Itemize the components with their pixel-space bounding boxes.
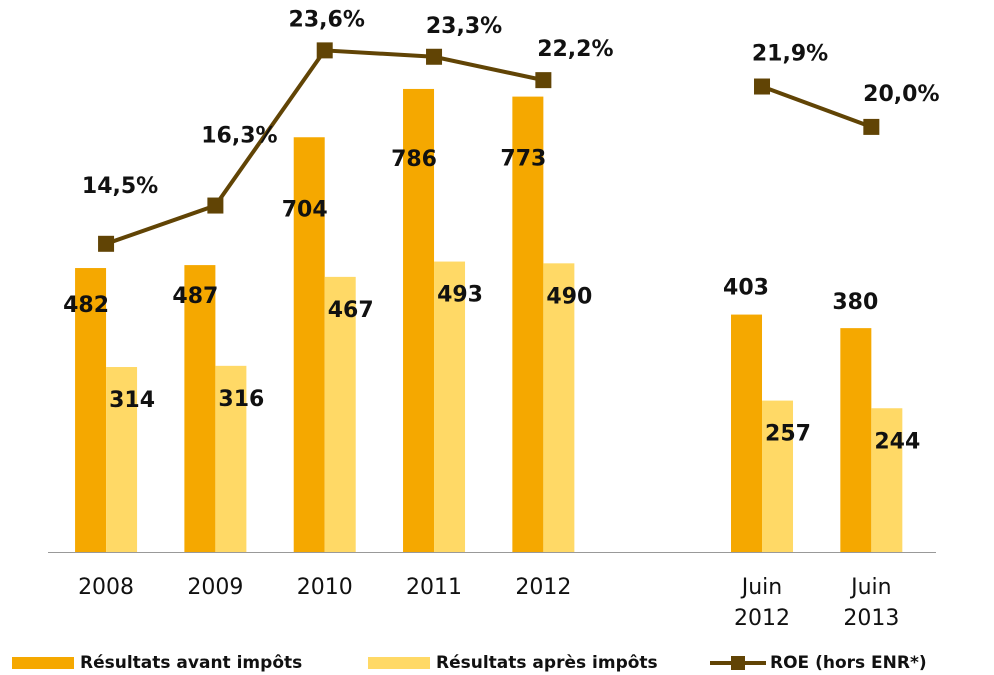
x-tick-label: 2009 [187, 575, 244, 600]
bar [184, 265, 216, 552]
legend-swatch [731, 656, 745, 670]
bar [840, 328, 872, 552]
bar [215, 365, 247, 552]
bar [293, 137, 325, 552]
data-label: 16,3% [201, 124, 277, 149]
data-label: 316 [218, 387, 264, 412]
legend-label: Résultats avant impôts [80, 653, 302, 673]
data-label: 22,2% [537, 37, 613, 62]
bar [731, 314, 763, 552]
x-tick-label: Juin 2013 [843, 575, 900, 631]
bar [403, 88, 435, 552]
data-label: 704 [282, 197, 328, 222]
bar [762, 400, 794, 552]
data-label: 490 [546, 284, 592, 309]
line-marker [316, 42, 333, 59]
data-label: 257 [765, 422, 811, 447]
bar [75, 268, 107, 552]
bar [106, 367, 138, 552]
x-tick-label: 2008 [78, 575, 135, 600]
bar [512, 96, 544, 552]
data-label: 23,3% [426, 14, 502, 39]
bar [324, 276, 356, 552]
data-label: 14,5% [82, 174, 158, 199]
bar [434, 261, 466, 552]
x-tick-label: 2010 [296, 575, 353, 600]
line-marker [535, 72, 552, 89]
data-label: 23,6% [289, 7, 365, 32]
data-label: 20,0% [863, 82, 939, 107]
data-label: 380 [832, 290, 878, 315]
data-label: 482 [63, 293, 109, 318]
line-marker [207, 197, 224, 214]
line-marker [863, 118, 880, 135]
x-tick-label: 2011 [406, 575, 463, 600]
legend-swatch [12, 657, 74, 669]
data-label: 467 [328, 298, 374, 323]
data-label: 786 [391, 147, 437, 172]
bar [871, 408, 903, 552]
legend-label: Résultats après impôts [436, 653, 658, 673]
line-marker [754, 78, 771, 95]
data-label: 403 [723, 276, 769, 301]
data-label: 314 [109, 388, 155, 413]
x-tick-label: Juin 2012 [734, 575, 790, 631]
legend-label: ROE (hors ENR*) [770, 653, 927, 673]
bar [543, 263, 575, 552]
data-label: 244 [874, 429, 920, 454]
data-label: 493 [437, 283, 483, 308]
data-label: 487 [172, 284, 218, 309]
data-label: 773 [500, 147, 546, 172]
line-marker [426, 48, 443, 65]
x-tick-label: 2012 [515, 575, 572, 600]
line-marker [98, 235, 115, 252]
legend-swatch [368, 657, 430, 669]
data-label: 21,9% [752, 42, 828, 67]
